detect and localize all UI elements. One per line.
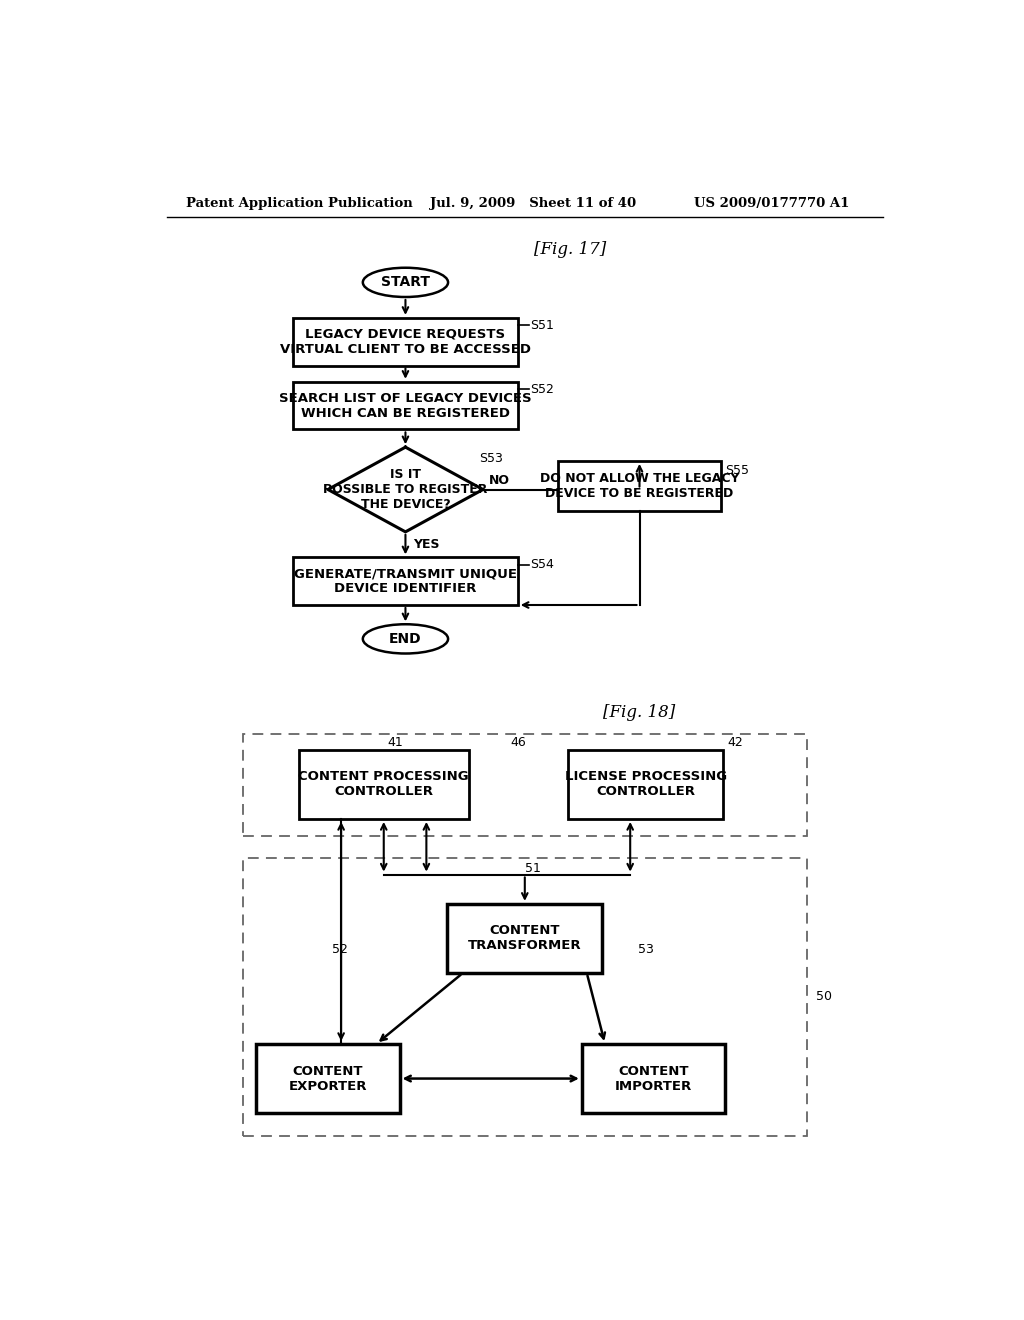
Text: YES: YES [414,539,439,550]
Text: 46: 46 [511,735,526,748]
Text: CONTENT
IMPORTER: CONTENT IMPORTER [614,1064,692,1093]
Text: 52: 52 [332,944,347,957]
Text: CONTENT
EXPORTER: CONTENT EXPORTER [289,1064,368,1093]
Text: Patent Application Publication: Patent Application Publication [186,197,413,210]
Text: S54: S54 [530,558,554,572]
FancyBboxPatch shape [568,750,723,818]
Text: S52: S52 [530,383,554,396]
Text: IS IT
POSSIBLE TO REGISTER
THE DEVICE?: IS IT POSSIBLE TO REGISTER THE DEVICE? [324,469,487,511]
Text: S53: S53 [479,453,503,465]
Text: Jul. 9, 2009   Sheet 11 of 40: Jul. 9, 2009 Sheet 11 of 40 [430,197,636,210]
FancyBboxPatch shape [293,318,518,366]
FancyBboxPatch shape [299,750,469,818]
Text: 53: 53 [638,944,653,957]
Text: NO: NO [489,474,510,487]
Text: LEGACY DEVICE REQUESTS
VIRTUAL CLIENT TO BE ACCESSED: LEGACY DEVICE REQUESTS VIRTUAL CLIENT TO… [280,327,531,355]
Text: US 2009/0177770 A1: US 2009/0177770 A1 [693,197,849,210]
FancyBboxPatch shape [256,1044,399,1113]
FancyBboxPatch shape [582,1044,725,1113]
Text: 41: 41 [387,735,403,748]
Text: DO NOT ALLOW THE LEGACY
DEVICE TO BE REGISTERED: DO NOT ALLOW THE LEGACY DEVICE TO BE REG… [540,473,739,500]
Ellipse shape [362,624,449,653]
Ellipse shape [362,268,449,297]
Text: 42: 42 [727,735,742,748]
Text: [Fig. 17]: [Fig. 17] [534,240,606,257]
FancyBboxPatch shape [293,381,518,429]
FancyBboxPatch shape [447,904,602,973]
Text: GENERATE/TRANSMIT UNIQUE
DEVICE IDENTIFIER: GENERATE/TRANSMIT UNIQUE DEVICE IDENTIFI… [294,568,517,595]
Text: CONTENT PROCESSING
CONTROLLER: CONTENT PROCESSING CONTROLLER [298,771,469,799]
Text: LICENSE PROCESSING
CONTROLLER: LICENSE PROCESSING CONTROLLER [564,771,727,799]
Text: S51: S51 [530,319,554,333]
FancyBboxPatch shape [293,557,518,605]
Text: END: END [389,632,422,645]
Text: START: START [381,276,430,289]
FancyBboxPatch shape [558,461,721,511]
Text: 50: 50 [816,990,833,1003]
Text: [Fig. 18]: [Fig. 18] [603,705,676,721]
Text: 51: 51 [524,862,541,875]
Text: SEARCH LIST OF LEGACY DEVICES
WHICH CAN BE REGISTERED: SEARCH LIST OF LEGACY DEVICES WHICH CAN … [280,392,531,420]
Text: S55: S55 [725,463,749,477]
Polygon shape [328,447,483,532]
Text: CONTENT
TRANSFORMER: CONTENT TRANSFORMER [468,924,582,953]
